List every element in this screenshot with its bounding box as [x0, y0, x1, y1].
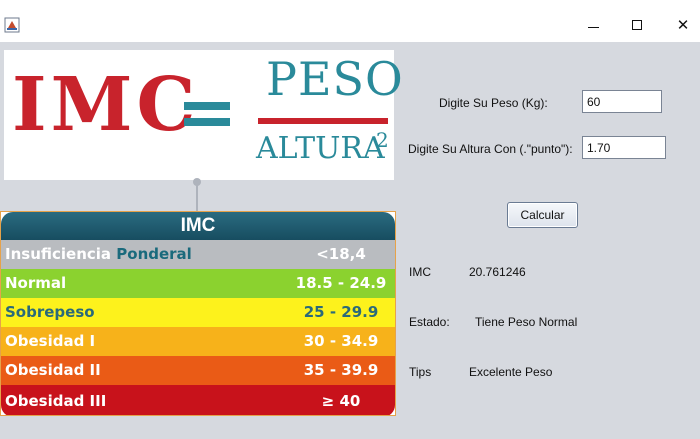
estado-label: Estado: — [409, 315, 450, 329]
weight-input[interactable] — [582, 90, 662, 113]
close-icon: ✕ — [676, 16, 690, 34]
maximize-icon — [632, 20, 642, 30]
calculate-button[interactable]: Calcular — [507, 202, 578, 228]
imc-result-value: 20.761246 — [469, 265, 526, 279]
formula-numerator: PESO — [266, 52, 404, 106]
minimize-button[interactable] — [570, 10, 616, 40]
imc-row-label: Obesidad I — [5, 332, 96, 350]
imc-row-range: <18,4 — [316, 245, 366, 263]
imc-row-range: 18.5 - 24.9 — [295, 274, 387, 292]
imc-table-title: IMC — [1, 212, 395, 240]
imc-row-label: Obesidad II — [5, 361, 101, 379]
formula-equals-sign — [184, 94, 230, 132]
imc-row-obesidad-2: Obesidad II 35 - 39.9 — [1, 356, 395, 385]
tips-value: Excelente Peso — [469, 365, 553, 379]
imc-row-insuficiencia: Insuficiencia Ponderal <18,4 — [1, 240, 395, 269]
imc-row-normal: Normal 18.5 - 24.9 — [1, 269, 395, 298]
imc-row-sobrepeso: Sobrepeso 25 - 29.9 — [1, 298, 395, 327]
formula-imc-text: IMC — [12, 62, 200, 148]
formula-denominator: ALTURA — [256, 131, 385, 166]
tips-label: Tips — [409, 365, 432, 379]
imc-result-label: IMC — [409, 265, 431, 279]
close-button[interactable]: ✕ — [660, 10, 700, 40]
main-panel: IMC PESO ALTURA 2 IMC Insuficiencia Pond… — [0, 42, 700, 439]
estado-value: Tiene Peso Normal — [475, 315, 578, 329]
formula-exponent: 2 — [376, 128, 389, 152]
imc-row-range: ≥ 40 — [321, 392, 361, 410]
imc-row-label: Sobrepeso — [5, 303, 95, 321]
imc-table-image: IMC Insuficiencia Ponderal <18,4 Normal … — [0, 211, 396, 416]
image-connector — [196, 180, 198, 212]
imc-row-label: Normal — [5, 274, 67, 292]
height-label: Digite Su Altura Con (."punto"): — [408, 142, 573, 156]
imc-row-range: 25 - 29.9 — [303, 303, 379, 321]
imc-row-label: Obesidad III — [5, 392, 107, 410]
imc-formula-image: IMC PESO ALTURA 2 — [4, 50, 403, 180]
formula-fraction-bar — [258, 118, 388, 124]
imc-row-label-accent: Ponderal — [116, 245, 192, 263]
imc-row-range: 35 - 39.9 — [303, 361, 379, 379]
imc-row-obesidad-1: Obesidad I 30 - 34.9 — [1, 327, 395, 356]
minimize-icon — [587, 26, 599, 28]
title-bar: ✕ — [0, 0, 700, 42]
height-input[interactable] — [582, 136, 666, 159]
java-app-icon — [4, 17, 20, 33]
imc-row-label: Insuficiencia — [5, 245, 112, 263]
imc-row-obesidad-3: Obesidad III ≥ 40 — [1, 385, 395, 415]
weight-label: Digite Su Peso (Kg): — [439, 96, 548, 110]
imc-row-range: 30 - 34.9 — [303, 332, 379, 350]
maximize-button[interactable] — [614, 10, 660, 40]
